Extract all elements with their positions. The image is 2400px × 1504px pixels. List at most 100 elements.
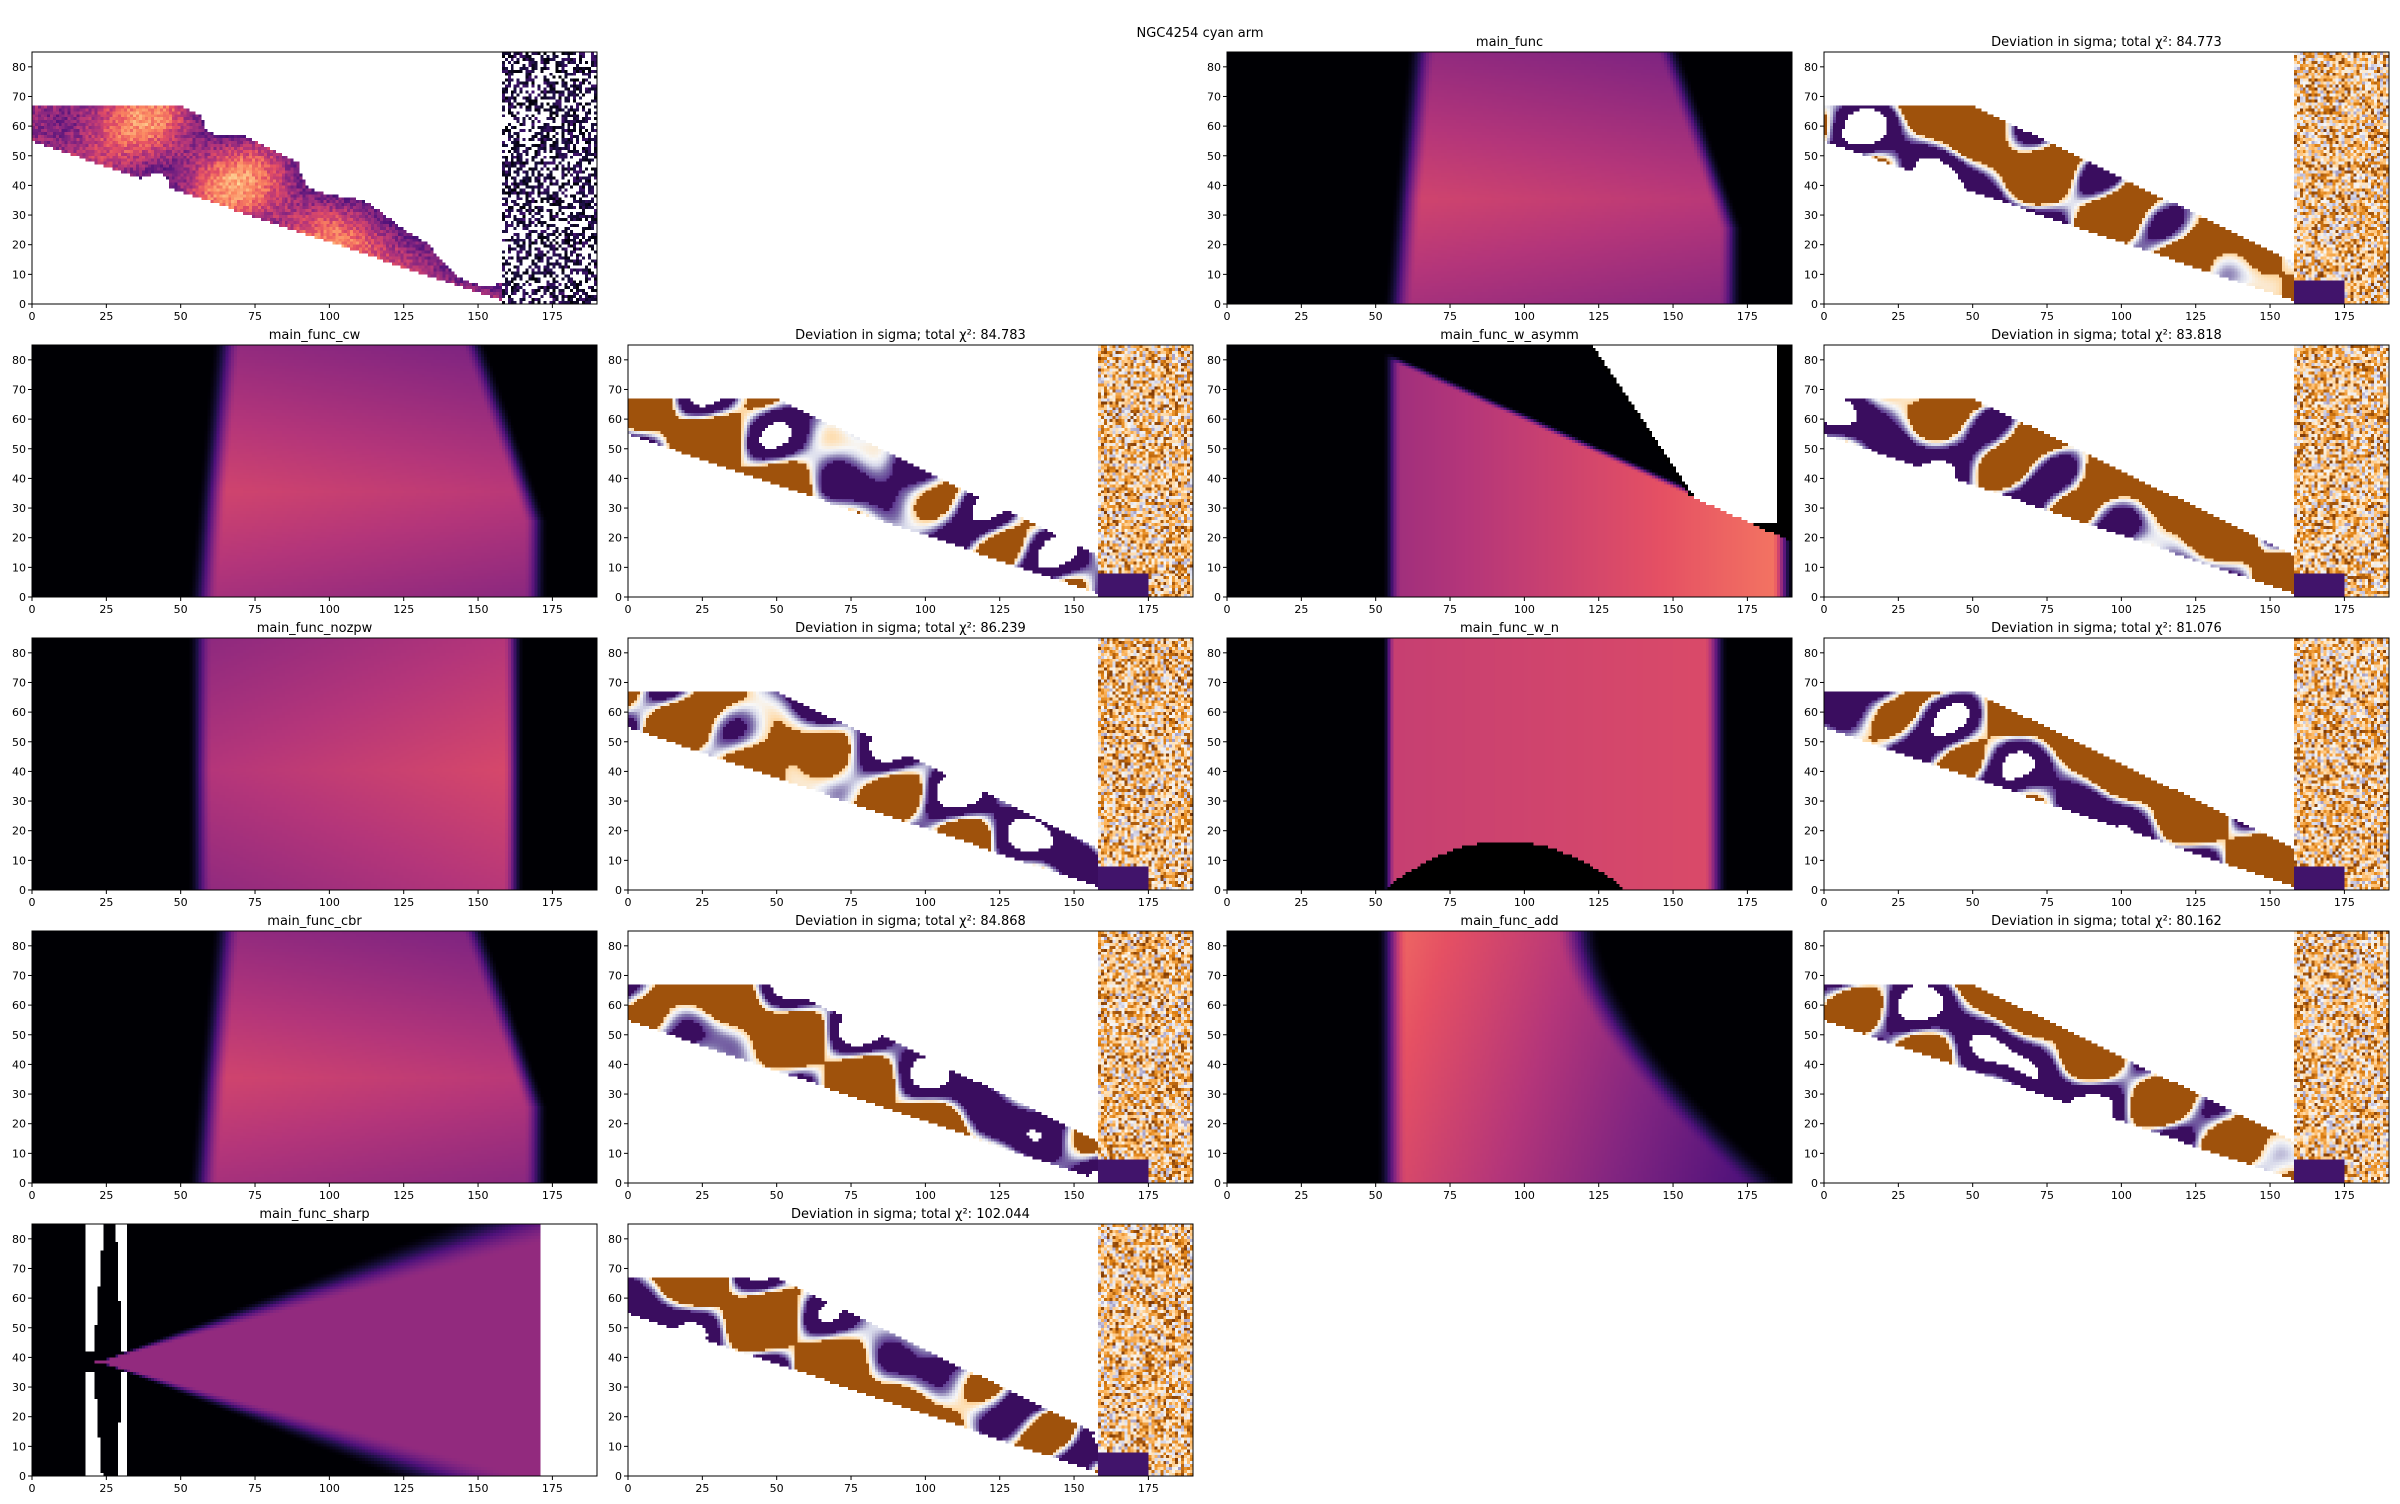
axes-frame [31, 930, 598, 1184]
y-tick-label: 20 [1207, 1118, 1221, 1131]
y-tick-label: 60 [1207, 120, 1221, 133]
y-tick-label: 70 [1207, 969, 1221, 982]
x-tick-label: 175 [542, 603, 563, 616]
y-tick-label: 70 [1207, 676, 1221, 689]
y-tick-label: 70 [608, 1262, 622, 1275]
x-tick-label: 0 [1224, 896, 1231, 909]
y-tick-label: 50 [1207, 443, 1221, 456]
y-tick-label: 10 [608, 854, 622, 867]
y-tick-label: 30 [608, 795, 622, 808]
heatmap-image [1824, 638, 2389, 890]
heatmap-image [1227, 345, 1792, 597]
x-tick-label: 0 [1821, 1189, 1828, 1202]
y-tick-label: 30 [608, 1088, 622, 1101]
x-tick-label: 175 [542, 896, 563, 909]
y-tick-label: 0 [1811, 884, 1818, 897]
y-tick-label: 50 [1207, 150, 1221, 163]
x-tick-label: 0 [625, 896, 632, 909]
y-tick-label: 30 [1804, 209, 1818, 222]
axes-frame [627, 637, 1194, 891]
y-tick-label: 0 [19, 298, 26, 311]
y-tick-label: 30 [12, 502, 26, 515]
x-tick-label: 125 [2185, 310, 2206, 323]
x-tick-label: 75 [248, 1482, 262, 1495]
x-tick-label: 125 [989, 1482, 1010, 1495]
y-tick-label: 20 [608, 532, 622, 545]
y-tick-label: 30 [1207, 1088, 1221, 1101]
y-tick-label: 70 [608, 969, 622, 982]
y-tick-label: 70 [12, 969, 26, 982]
y-tick-label: 80 [608, 1233, 622, 1246]
y-tick-label: 0 [615, 1470, 622, 1483]
y-tick-label: 60 [1207, 999, 1221, 1012]
y-tick-label: 50 [1207, 1029, 1221, 1042]
x-tick-label: 75 [248, 1189, 262, 1202]
y-tick-label: 40 [608, 765, 622, 778]
axes-frame [31, 637, 598, 891]
y-tick-label: 30 [1804, 795, 1818, 808]
y-tick-label: 60 [608, 706, 622, 719]
y-tick-label: 20 [1207, 239, 1221, 252]
x-tick-label: 75 [1443, 896, 1457, 909]
y-tick-label: 50 [1804, 1029, 1818, 1042]
y-tick-label: 70 [12, 1262, 26, 1275]
x-tick-label: 25 [99, 1189, 113, 1202]
panel-title: main_func_sharp [259, 1207, 369, 1222]
y-tick-label: 50 [608, 736, 622, 749]
axes-frame [1226, 637, 1793, 891]
y-tick-label: 20 [12, 825, 26, 838]
x-tick-label: 0 [1224, 310, 1231, 323]
y-tick-label: 60 [1804, 706, 1818, 719]
y-tick-label: 40 [12, 765, 26, 778]
x-tick-label: 25 [695, 603, 709, 616]
x-tick-label: 125 [1588, 310, 1609, 323]
y-tick-label: 30 [1207, 209, 1221, 222]
y-tick-label: 30 [12, 795, 26, 808]
y-tick-label: 20 [1207, 825, 1221, 838]
x-tick-label: 125 [989, 1189, 1010, 1202]
axes-frame [1823, 51, 2390, 305]
y-tick-label: 70 [12, 90, 26, 103]
panel-title: Deviation in sigma; total χ²: 86.239 [795, 621, 1026, 636]
x-tick-label: 25 [695, 1482, 709, 1495]
x-tick-label: 25 [99, 1482, 113, 1495]
panel-title: main_func_cbr [267, 914, 362, 929]
y-tick-label: 60 [608, 999, 622, 1012]
x-tick-label: 150 [1663, 603, 1684, 616]
x-tick-label: 125 [393, 1189, 414, 1202]
y-tick-label: 80 [1207, 940, 1221, 953]
y-tick-label: 60 [12, 1292, 26, 1305]
y-tick-label: 20 [12, 239, 26, 252]
y-tick-label: 50 [1804, 443, 1818, 456]
y-tick-label: 40 [12, 179, 26, 192]
y-tick-label: 0 [615, 591, 622, 604]
heatmap-image [1227, 638, 1792, 890]
y-tick-label: 50 [12, 1322, 26, 1335]
x-tick-label: 50 [174, 603, 188, 616]
chart-panel-10: Deviation in sigma; total χ²: 81.076 0 25 5… [1804, 621, 2390, 909]
y-tick-label: 70 [1804, 383, 1818, 396]
x-tick-label: 150 [1064, 1189, 1085, 1202]
heatmap-image [1824, 345, 2389, 597]
y-tick-label: 40 [1207, 472, 1221, 485]
y-tick-label: 80 [12, 61, 26, 74]
y-tick-label: 20 [1207, 532, 1221, 545]
y-tick-label: 80 [1804, 354, 1818, 367]
y-tick-label: 40 [608, 472, 622, 485]
x-tick-label: 150 [1064, 896, 1085, 909]
y-tick-label: 30 [1804, 1088, 1818, 1101]
y-tick-label: 10 [1207, 268, 1221, 281]
y-tick-label: 50 [1207, 736, 1221, 749]
x-tick-label: 75 [248, 603, 262, 616]
y-tick-label: 80 [608, 940, 622, 953]
chart-panel-12: Deviation in sigma; total χ²: 84.868 0 25 5… [608, 914, 1194, 1202]
axes-frame [627, 930, 1194, 1184]
y-tick-label: 60 [1804, 413, 1818, 426]
x-tick-label: 125 [393, 1482, 414, 1495]
y-tick-label: 10 [12, 854, 26, 867]
y-tick-label: 10 [12, 268, 26, 281]
y-tick-label: 0 [1811, 1177, 1818, 1190]
y-tick-label: 70 [1207, 90, 1221, 103]
x-tick-label: 175 [1138, 1189, 1159, 1202]
chart-panel-8: Deviation in sigma; total χ²: 86.239 0 25 5… [608, 621, 1194, 909]
